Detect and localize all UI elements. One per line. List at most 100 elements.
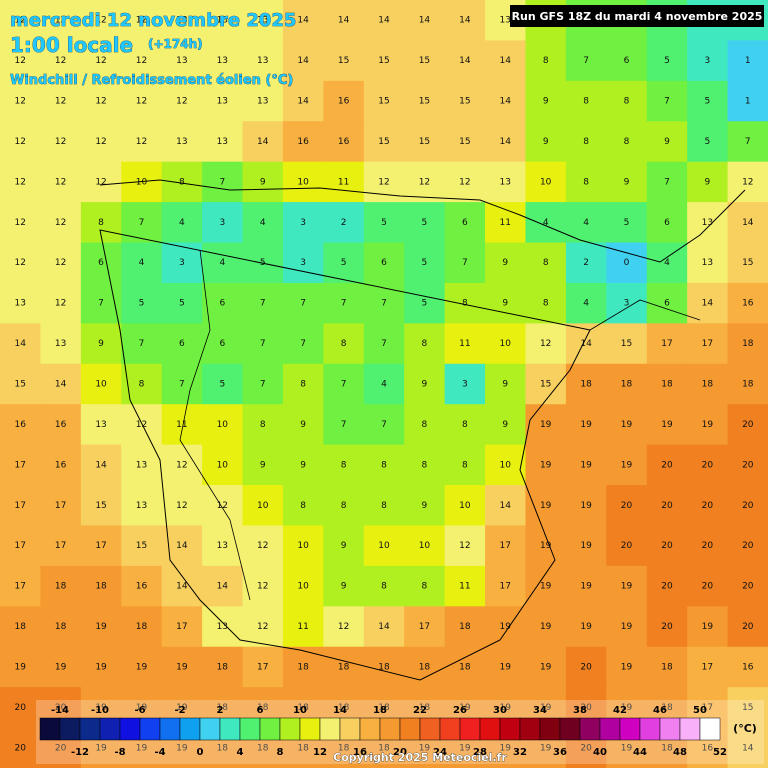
colorbar-box xyxy=(159,717,181,741)
cell-value: 12 xyxy=(55,258,66,268)
cell-value: 12 xyxy=(55,56,66,66)
colorbar-label: 4 xyxy=(237,747,244,758)
cell-value: 7 xyxy=(300,339,306,349)
cell-fill xyxy=(727,80,768,122)
colorbar-box xyxy=(639,717,661,741)
cell-fill xyxy=(444,323,486,365)
cell-fill xyxy=(161,0,203,41)
colorbar-label: 36 xyxy=(553,747,567,758)
cell-value: 7 xyxy=(300,299,306,309)
cell-fill xyxy=(485,40,526,82)
cell-value: 12 xyxy=(14,177,25,187)
cell-value: 18 xyxy=(297,743,309,753)
colorbar-label: 32 xyxy=(513,747,527,758)
cell-value: 19 xyxy=(95,622,107,632)
cell-fill xyxy=(687,363,729,405)
cell-fill xyxy=(121,80,163,122)
cell-value: 13 xyxy=(176,56,187,66)
cell-fill xyxy=(606,80,648,122)
cell-fill xyxy=(363,202,405,244)
cell-value: 17 xyxy=(14,582,25,592)
cell-value: 8 xyxy=(422,460,428,470)
cell-fill xyxy=(282,525,324,567)
cell-fill xyxy=(282,444,324,486)
colorbar-box xyxy=(179,717,201,741)
cell-fill xyxy=(525,606,567,648)
cell-value: 12 xyxy=(257,541,268,551)
cell-fill xyxy=(485,444,526,486)
cell-fill xyxy=(404,363,446,405)
cell-fill xyxy=(646,363,688,405)
coastline xyxy=(99,179,746,681)
cell-value: 19 xyxy=(419,743,431,753)
cell-value: 14 xyxy=(419,16,431,26)
cell-fill xyxy=(404,242,446,284)
cell-value: 19 xyxy=(580,501,592,511)
colorbar-label: 50 xyxy=(693,705,707,716)
colorbar-box xyxy=(299,717,321,741)
cell-value: 17 xyxy=(14,541,25,551)
cell-fill xyxy=(444,485,486,526)
cell-value: 10 xyxy=(419,541,431,551)
cell-value: 18 xyxy=(338,743,350,753)
cell-fill xyxy=(727,606,768,648)
cell-fill xyxy=(121,161,163,203)
cell-fill xyxy=(404,40,446,82)
cell-fill xyxy=(687,565,729,607)
cell-value: 16 xyxy=(338,137,350,147)
cell-value: 18 xyxy=(742,339,754,349)
cell-fill xyxy=(323,646,365,688)
cell-fill xyxy=(121,606,163,648)
cell-value: 15 xyxy=(742,258,753,268)
cell-fill xyxy=(202,444,244,486)
cell-fill xyxy=(404,565,446,607)
cell-fill xyxy=(646,485,688,526)
cell-fill xyxy=(282,202,324,244)
colorbar-label: 48 xyxy=(673,747,687,758)
cell-value: 20 xyxy=(661,541,673,551)
cell-value: 15 xyxy=(419,56,430,66)
cell-value: 19 xyxy=(136,662,148,672)
cell-value: 18 xyxy=(257,743,269,753)
cell-fill xyxy=(282,40,324,82)
cell-value: 6 xyxy=(219,339,225,349)
cell-value: 16 xyxy=(297,137,309,147)
cell-fill xyxy=(525,323,567,365)
cell-fill xyxy=(323,565,365,607)
cell-value: 12 xyxy=(217,501,228,511)
cell-value: 13 xyxy=(176,137,187,147)
cell-fill xyxy=(565,323,607,365)
cell-value: 13 xyxy=(136,460,147,470)
colorbar-label: 20 xyxy=(393,747,407,758)
cell-value: 18 xyxy=(419,662,431,672)
cell-fill xyxy=(282,404,324,446)
cell-value: 8 xyxy=(139,380,145,390)
cell-fill xyxy=(404,121,446,163)
cell-fill xyxy=(646,646,688,688)
cell-value: 6 xyxy=(664,218,670,228)
colorbar-label: -14 xyxy=(51,705,69,716)
cell-value: 10 xyxy=(459,501,471,511)
cell-fill xyxy=(40,40,82,82)
colorbar-label: 8 xyxy=(277,747,284,758)
cell-value: 19 xyxy=(540,582,552,592)
cell-fill xyxy=(80,646,122,688)
cell-fill xyxy=(242,444,284,486)
cell-fill xyxy=(525,404,567,446)
cell-fill xyxy=(161,282,203,324)
cell-fill xyxy=(0,242,41,284)
cell-value: 18 xyxy=(217,743,229,753)
colorbar-box xyxy=(219,717,241,741)
cell-value: 8 xyxy=(624,97,630,107)
cell-fill xyxy=(646,121,688,163)
cell-fill xyxy=(485,485,526,526)
cell-value: 13 xyxy=(500,177,511,187)
cell-fill xyxy=(404,404,446,446)
cell-value: 15 xyxy=(621,339,632,349)
cell-fill xyxy=(323,282,365,324)
cell-fill xyxy=(0,121,41,163)
cell-value: 17 xyxy=(702,703,713,713)
colorbar-label: 26 xyxy=(453,705,467,716)
cell-value: 5 xyxy=(624,218,630,228)
cell-fill xyxy=(727,363,768,405)
